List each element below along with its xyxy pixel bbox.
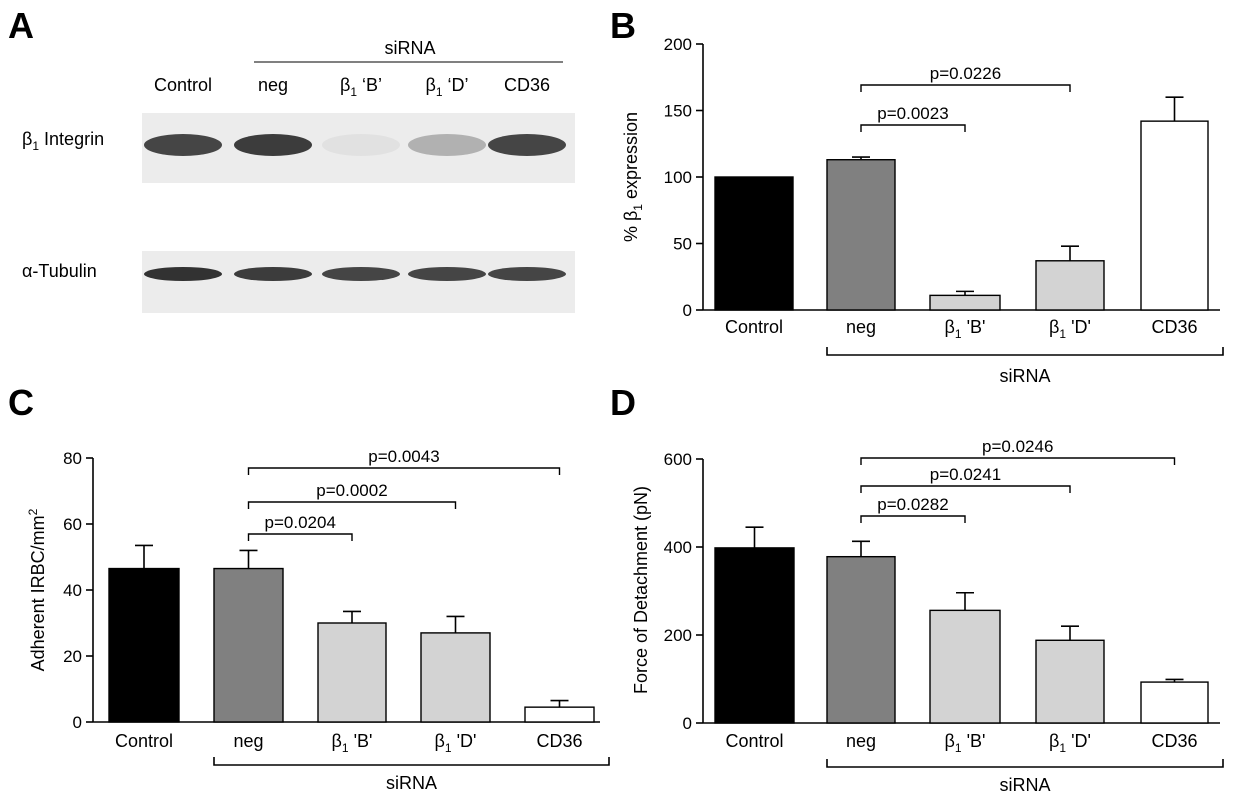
category-label: β1 'D' xyxy=(1049,731,1091,755)
bar xyxy=(929,609,1001,724)
significance-label: p=0.0241 xyxy=(930,465,1001,484)
bar xyxy=(108,567,180,723)
bar xyxy=(929,294,1001,311)
blot-band xyxy=(488,267,566,281)
y-tick-label: 200 xyxy=(664,626,692,645)
y-tick-label: 0 xyxy=(683,714,692,733)
category-label: β1 'B' xyxy=(945,731,986,755)
significance-label: p=0.0226 xyxy=(930,64,1001,83)
y-tick-label: 100 xyxy=(664,168,692,187)
category-label: neg xyxy=(846,731,876,751)
y-axis-label: Adherent IRBC/mm2 xyxy=(26,508,48,671)
bar xyxy=(1140,681,1209,724)
y-tick-label: 80 xyxy=(63,449,82,468)
tubulin-blot-strip xyxy=(142,251,575,313)
category-label: β1 'D' xyxy=(435,731,477,755)
bar xyxy=(213,567,284,723)
significance-bracket xyxy=(860,515,966,523)
y-tick-label: 150 xyxy=(664,102,692,121)
bar xyxy=(524,706,595,723)
significance-bracket xyxy=(247,501,457,509)
category-label: β1 'B' xyxy=(332,731,373,755)
blot-band xyxy=(234,134,312,156)
category-label: CD36 xyxy=(536,731,582,751)
group-label: siRNA xyxy=(999,775,1050,795)
blot-band xyxy=(234,267,312,281)
y-axis-label: Force of Detachment (pN) xyxy=(631,486,651,694)
lane-label: neg xyxy=(258,75,288,95)
lane-label: CD36 xyxy=(504,75,550,95)
blot-band xyxy=(488,134,566,156)
category-label: Control xyxy=(115,731,173,751)
category-label: CD36 xyxy=(1151,731,1197,751)
panel-letter-d: D xyxy=(610,382,636,423)
y-tick-label: 50 xyxy=(673,235,692,254)
significance-bracket xyxy=(247,467,561,475)
category-label: CD36 xyxy=(1151,317,1197,337)
category-label: Control xyxy=(725,731,783,751)
category-label: Control xyxy=(725,317,783,337)
bar xyxy=(1035,639,1105,724)
group-bracket xyxy=(213,757,610,766)
y-tick-label: 200 xyxy=(664,35,692,54)
significance-bracket xyxy=(860,485,1071,493)
y-tick-label: 60 xyxy=(63,515,82,534)
bar-chart-panel-d: D 0 200 400 600 Force of Detachment (pN) Contr… xyxy=(610,382,1224,795)
lane-label: β1 ‘D’ xyxy=(425,75,468,99)
sirna-group-label: siRNA xyxy=(384,38,435,58)
bar xyxy=(714,547,795,724)
blot-band xyxy=(322,267,400,281)
y-tick-label: 400 xyxy=(664,538,692,557)
panel-letter-a: A xyxy=(8,5,34,46)
y-tick-label: 600 xyxy=(664,450,692,469)
y-tick-label: 0 xyxy=(683,301,692,320)
significance-label: p=0.0282 xyxy=(877,495,948,514)
lane-label: β1 ‘B’ xyxy=(340,75,382,99)
lane-label: Control xyxy=(154,75,212,95)
panel-letter-c: C xyxy=(8,382,34,423)
row-label: β1 Integrin xyxy=(22,129,104,153)
bar-chart-panel-c: C 0 20 40 60 80 Adherent IRBC/mm2 Control neg β1 … xyxy=(8,382,610,793)
y-axis-label: % β1 expression xyxy=(621,112,645,242)
group-label: siRNA xyxy=(386,773,437,793)
row-label: α-Tubulin xyxy=(22,261,97,281)
y-tick-label: 0 xyxy=(73,713,82,732)
significance-label: p=0.0002 xyxy=(316,481,387,500)
category-label: neg xyxy=(846,317,876,337)
bar xyxy=(826,159,896,311)
y-tick-label: 20 xyxy=(63,647,82,666)
significance-bracket xyxy=(860,84,1071,92)
category-label: neg xyxy=(233,731,263,751)
bar xyxy=(714,176,794,311)
blot-band xyxy=(144,134,222,156)
bar xyxy=(420,632,491,723)
bar xyxy=(826,555,896,724)
blot-band xyxy=(408,134,486,156)
blot-band xyxy=(144,267,222,281)
group-bracket xyxy=(826,759,1224,768)
significance-label: p=0.0023 xyxy=(877,104,948,123)
significance-label: p=0.0246 xyxy=(982,437,1053,456)
bar xyxy=(1140,120,1209,311)
panel-letter-b: B xyxy=(610,5,636,46)
significance-label: p=0.0043 xyxy=(368,447,439,466)
significance-bracket xyxy=(860,124,966,132)
bar-chart-panel-b: B 0 50 100 150 200 % β1 expression Control neg β1… xyxy=(610,5,1224,386)
group-label: siRNA xyxy=(999,366,1050,386)
y-tick-label: 40 xyxy=(63,581,82,600)
category-label: β1 'B' xyxy=(945,317,986,341)
significance-bracket xyxy=(247,533,353,541)
bar xyxy=(317,622,387,723)
significance-label: p=0.0204 xyxy=(265,513,336,532)
group-bracket xyxy=(826,347,1224,356)
bar xyxy=(1035,260,1105,311)
category-label: β1 'D' xyxy=(1049,317,1091,341)
blot-band xyxy=(322,134,400,156)
significance-bracket xyxy=(860,457,1176,465)
blot-band xyxy=(408,267,486,281)
